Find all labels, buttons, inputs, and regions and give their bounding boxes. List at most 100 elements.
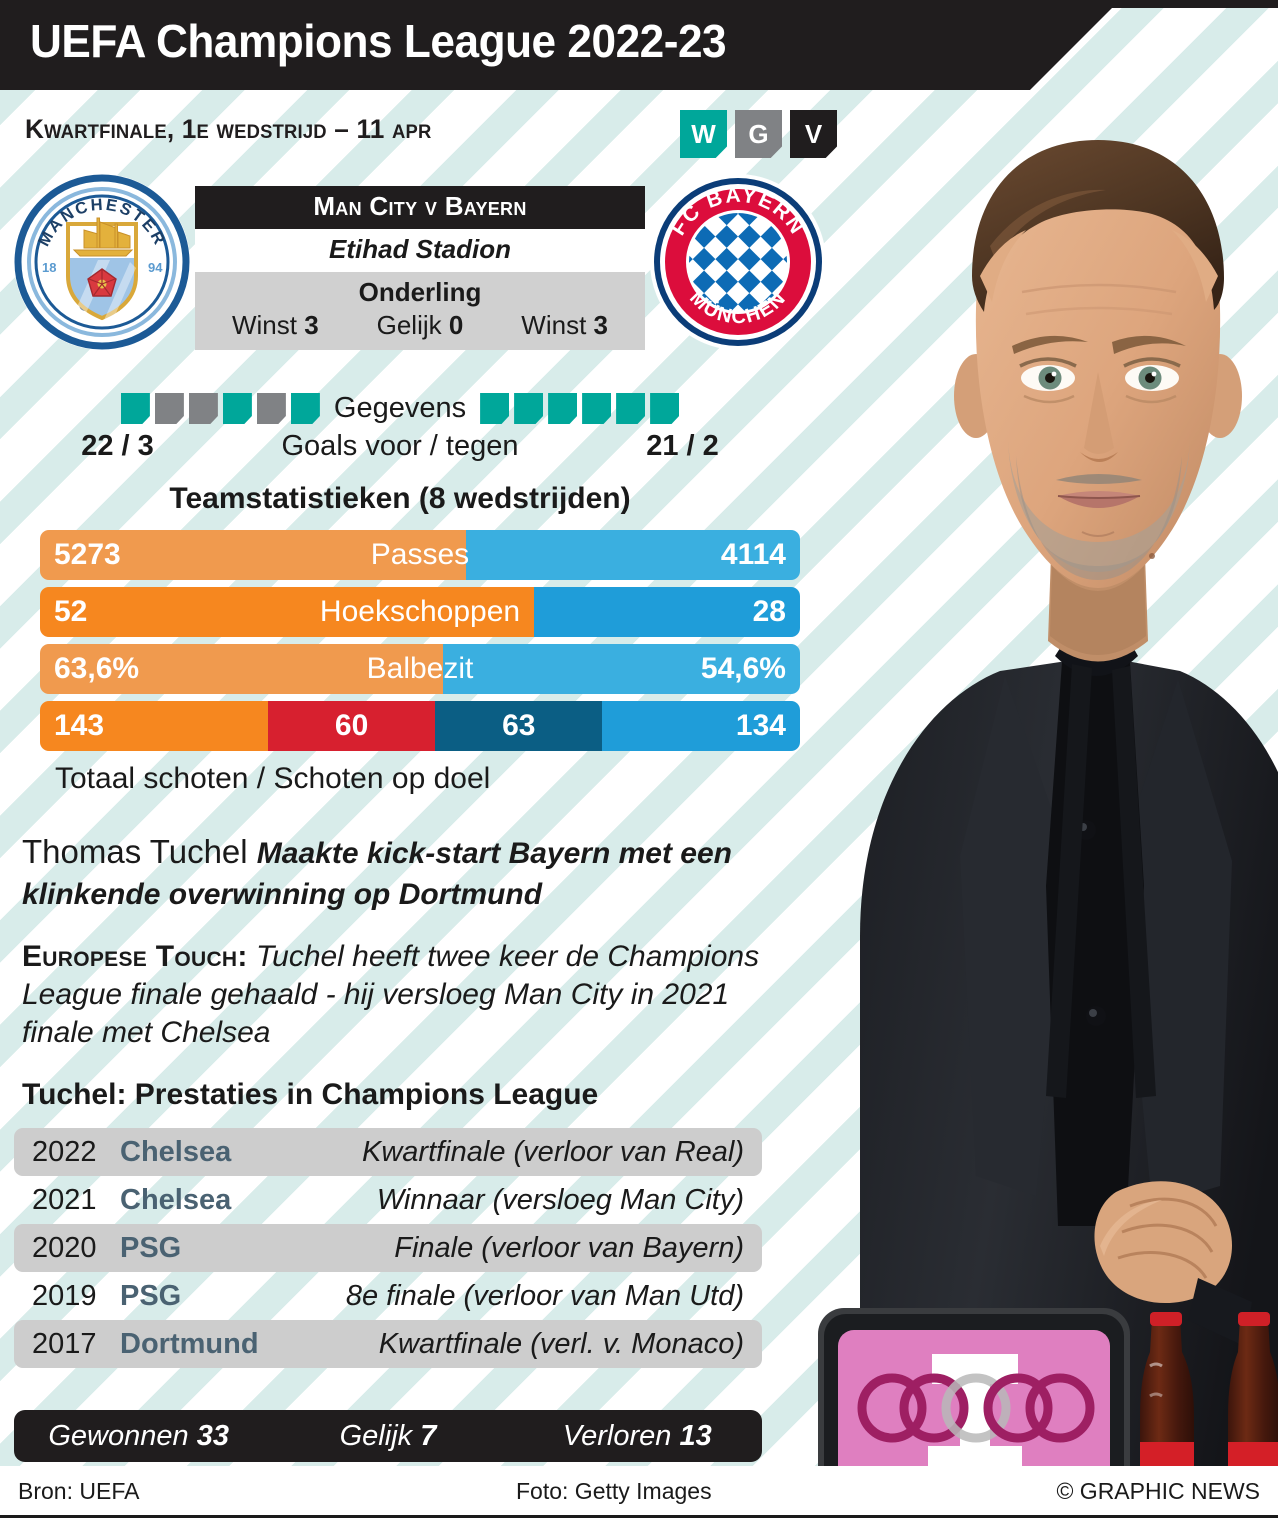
profile-blurb: Thomas Tuchel Maakte kick-start Bayern m… [22, 832, 762, 913]
shots-value-city-shots-on-target: 60 [334, 709, 369, 742]
svg-text:94: 94 [148, 260, 163, 275]
stat-bar-passes: 5273 4114 Passes [40, 530, 800, 580]
performance-team: Chelsea [120, 1183, 232, 1216]
stat-bar-right-2: 54,6% [442, 644, 800, 694]
performance-row: 2021 Chelsea Winnaar (versloeg Man City) [14, 1176, 762, 1224]
performance-team: PSG [120, 1279, 182, 1312]
stat-value-home-1: 52 [54, 595, 88, 628]
performance-row: 2017 Dortmund Kwartfinale (verl. v. Monaco… [14, 1320, 762, 1368]
performance-team: Chelsea [120, 1135, 232, 1168]
h2h-home-wins: Winst 3 [231, 310, 319, 340]
form-row: Gegevens [0, 392, 800, 425]
form-chip-away-4 [582, 393, 612, 424]
performance-team: PSG [120, 1231, 182, 1264]
performance-row: 2019 PSG 8e finale (verloor van Man Utd) [14, 1272, 762, 1320]
performance-result: Kwartfinale (verloor van Real) [362, 1135, 744, 1168]
performance-result: Winnaar (versloeg Man City) [376, 1183, 744, 1216]
form-chip-home-6 [290, 393, 320, 424]
performance-row: 2022 Chelsea Kwartfinale (verloor van Real… [14, 1128, 762, 1176]
shots-note: Totaal schoten / Schoten op doel [55, 762, 491, 795]
shots-seg-city-shots-on-target: 60 [268, 701, 436, 751]
form-chip-away-3 [548, 393, 578, 424]
h2h-draws: Gelijk 0 [376, 310, 464, 340]
record-lost: Verloren 13 [562, 1419, 712, 1452]
team-stats-title: Teamstatistieken (8 wedstrijden) [169, 482, 631, 515]
profile-name: Thomas Tuchel [22, 833, 248, 870]
record-bar: Gewonnen 33 Gelijk 7 Verloren 13 [14, 1410, 762, 1462]
shots-seg-city-total-shots: 143 [40, 701, 268, 751]
tuchel-photo: Coca-Cola Coca-Cola [800, 96, 1278, 1470]
h2h-away-wins: Winst 3 [521, 310, 608, 340]
performance-result: Finale (verloor van Bayern) [394, 1231, 744, 1264]
footer-rule [0, 1513, 1278, 1518]
form-chip-away-5 [616, 393, 646, 424]
stat-bar-left-0: 5273 [40, 530, 466, 580]
form-chip-home-4 [222, 393, 252, 424]
team-stats-bars: 5273 4114 Passes 52 28 Hoekschoppen 63,6% 54,6%… [40, 530, 800, 758]
stat-value-away-1: 28 [752, 595, 786, 628]
shots-value-bayern-total-shots: 134 [735, 709, 786, 742]
footer: Bron: UEFA Foto: Getty Images © GRAPHIC … [0, 1474, 1278, 1508]
legend-badge-loss: V [790, 110, 837, 158]
performance-year: 2022 [32, 1135, 97, 1168]
bayern-munchen-crest-icon: FC BAYERN MÜNCHEN [648, 172, 828, 352]
stat-bar-right-1: 28 [534, 587, 800, 637]
performance-year: 2021 [32, 1183, 97, 1216]
manchester-city-crest-icon: MANCHESTER 18 94 CITY [12, 172, 192, 352]
form-chips-away [480, 393, 680, 424]
form-chip-home-3 [188, 393, 218, 424]
form-chip-home-1 [120, 393, 150, 424]
performance-result: 8e finale (verloor van Man Utd) [345, 1279, 744, 1312]
profile-lede: Maakte kick-start Bayern met een klinken… [22, 837, 733, 911]
round-label: Kwartfinale, 1e wedstrijd – 11 apr [25, 114, 432, 144]
stat-value-away-0: 4114 [720, 538, 786, 571]
form-chip-home-2 [154, 393, 184, 424]
match-panel: Man City v Bayern Etihad Stadion Onderli… [195, 186, 645, 350]
svg-text:18: 18 [42, 260, 56, 275]
stat-value-away-2: 54,6% [700, 652, 786, 685]
shots-seg-bayern-total-shots: 134 [602, 701, 800, 751]
performance-row: 2020 PSG Finale (verloor van Bayern) [14, 1224, 762, 1272]
head-to-head-box: Onderling Winst 3 Gelijk 0 Winst 3 [195, 272, 645, 350]
form-chip-away-6 [650, 393, 680, 424]
head-to-head-row: Winst 3 Gelijk 0 Winst 3 [195, 310, 645, 341]
shots-seg-bayern-shots-on-target: 63 [435, 701, 603, 751]
goals-away: 21 / 2 [646, 430, 719, 462]
footer-source: Bron: UEFA [18, 1477, 140, 1504]
performance-year: 2017 [32, 1327, 97, 1360]
form-chips-home [120, 393, 320, 424]
legend-badge-draw: G [735, 110, 782, 158]
europese-touch-block: Europese Touch: Tuchel heeft twee keer d… [22, 938, 762, 1052]
stat-value-home-0: 5273 [54, 538, 121, 571]
venue-label: Etihad Stadion [195, 229, 645, 272]
goals-home: 22 / 3 [81, 430, 154, 462]
head-to-head-title: Onderling [358, 277, 482, 307]
performance-table-title: Tuchel: Prestaties in Champions League [22, 1078, 599, 1111]
europese-touch-kicker: Europese Touch: [22, 940, 248, 973]
record-won: Gewonnen 33 [48, 1419, 229, 1452]
goals-row: 22 / 3 Goals voor / tegen 21 / 2 [0, 430, 800, 463]
stat-bar-left-2: 63,6% [40, 644, 443, 694]
legend-badge-win: W [680, 110, 727, 158]
record-drawn: Gelijk 7 [339, 1419, 437, 1452]
stat-bar-right-0: 4114 [465, 530, 800, 580]
stat-bar-balbezit: 63,6% 54,6% Balbezit [40, 644, 800, 694]
footer-copyright: © GRAPHIC NEWS [1056, 1477, 1260, 1504]
performance-result: Kwartfinale (verl. v. Monaco) [378, 1327, 744, 1360]
page-title: UEFA Champions League 2022-23 [30, 15, 727, 67]
result-legend: W G V [680, 110, 837, 158]
performance-table: 2022 Chelsea Kwartfinale (verloor van Real… [14, 1128, 762, 1368]
performance-year: 2019 [32, 1279, 97, 1312]
stat-bar-hoekschoppen: 52 28 Hoekschoppen [40, 587, 800, 637]
form-chip-away-2 [514, 393, 544, 424]
shots-value-city-total-shots: 143 [54, 709, 105, 742]
footer-photo-credit: Foto: Getty Images [516, 1477, 712, 1504]
performance-year: 2020 [32, 1231, 97, 1264]
goals-label: Goals voor / tegen [281, 430, 519, 462]
shots-value-bayern-shots-on-target: 63 [502, 709, 536, 742]
performance-team: Dortmund [120, 1327, 259, 1360]
form-label: Gegevens [333, 392, 467, 424]
europese-touch-body: Tuchel heeft twee keer de Champions Leag… [22, 940, 760, 1050]
match-title: Man City v Bayern [195, 186, 645, 229]
